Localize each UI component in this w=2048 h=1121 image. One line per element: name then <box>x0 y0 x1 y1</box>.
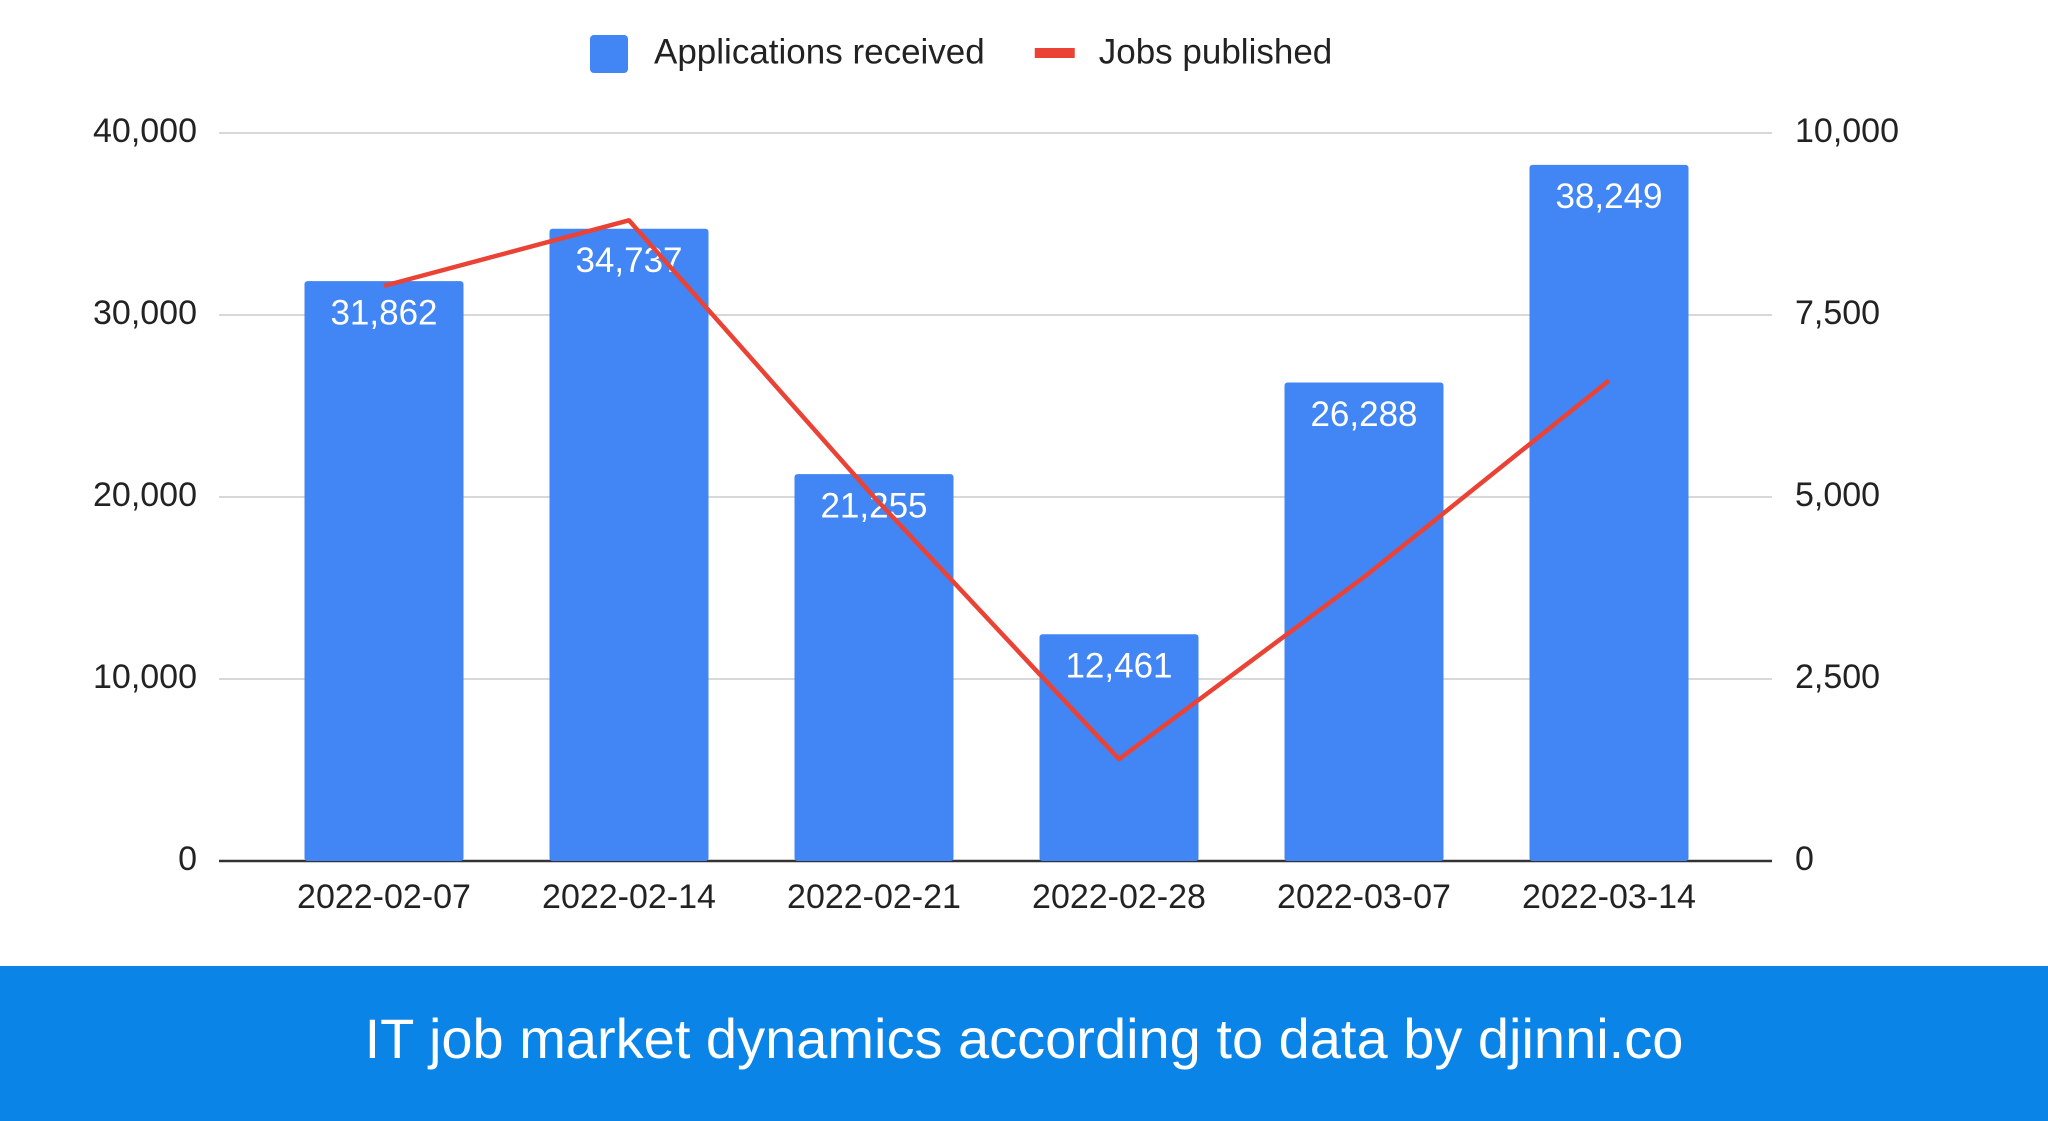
data-label: 21,255 <box>820 486 927 525</box>
bar <box>304 281 464 862</box>
y2-tick-label: 10,000 <box>1795 112 1899 150</box>
data-label: 38,249 <box>1555 177 1662 216</box>
y-tick-label: 20,000 <box>93 476 197 514</box>
line <box>383 218 1611 762</box>
y2-tick-label: 2,500 <box>1795 658 1880 696</box>
legend-label: Jobs published <box>1099 32 1333 71</box>
x-tick-label: 2022-03-07 <box>1277 878 1451 916</box>
x-tick-label: 2022-02-28 <box>1032 878 1206 916</box>
legend-swatch <box>590 35 628 73</box>
x-tick-label: 2022-02-14 <box>542 878 716 916</box>
y2-tick-label: 7,500 <box>1795 294 1880 332</box>
bar <box>1284 382 1444 861</box>
caption-banner <box>0 966 2048 1121</box>
x-tick-label: 2022-02-07 <box>297 878 471 916</box>
y-tick-label: 0 <box>178 840 197 878</box>
x-tick-label: 2022-03-14 <box>1522 878 1696 916</box>
data-label: 31,862 <box>330 293 437 332</box>
y2-tick-label: 5,000 <box>1795 476 1880 514</box>
bar <box>549 228 709 861</box>
legend-swatch <box>1034 48 1075 58</box>
y-tick-label: 10,000 <box>93 658 197 696</box>
data-label: 26,288 <box>1310 395 1417 434</box>
x-tick-label: 2022-02-21 <box>787 878 961 916</box>
bar <box>1529 164 1689 862</box>
data-label: 12,461 <box>1065 646 1172 685</box>
caption: IT job market dynamics according to data… <box>365 1007 1684 1070</box>
y-tick-label: 40,000 <box>93 112 197 150</box>
bar <box>1039 634 1199 861</box>
y2-tick-label: 0 <box>1795 840 1814 878</box>
y-tick-label: 30,000 <box>93 294 197 332</box>
legend-label: Applications received <box>654 32 985 71</box>
bar <box>794 474 954 861</box>
